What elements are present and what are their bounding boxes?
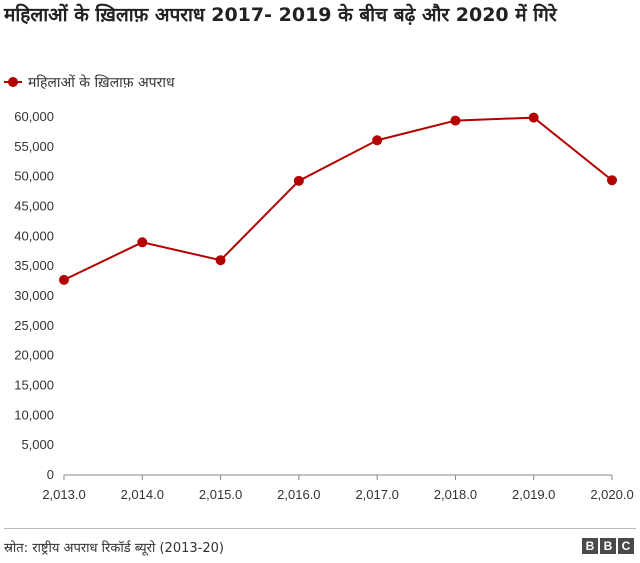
y-tick-label: 50,000: [14, 169, 54, 184]
data-point: [137, 237, 148, 248]
x-tick-label: 2,019.0: [512, 487, 555, 502]
x-tick-label: 2,015.0: [199, 487, 242, 502]
y-tick-label: 30,000: [14, 288, 54, 303]
data-points: [59, 112, 617, 285]
y-tick-label: 35,000: [14, 258, 54, 273]
y-tick-label: 0: [47, 467, 54, 482]
data-point: [528, 112, 539, 123]
y-tick-label: 45,000: [14, 199, 54, 214]
data-point: [372, 135, 383, 146]
y-tick-label: 20,000: [14, 348, 54, 363]
legend-line-marker: [4, 77, 22, 87]
x-tick-label: 2,020.0: [590, 487, 633, 502]
y-tick-label: 15,000: [14, 378, 54, 393]
data-point: [607, 175, 617, 186]
data-point: [59, 274, 69, 285]
y-tick-label: 5,000: [21, 437, 54, 452]
x-tick-label: 2,018.0: [434, 487, 477, 502]
chart-title: महिलाओं के ख़िलाफ़ अपराध 2017- 2019 के ब…: [4, 4, 557, 26]
x-tick-label: 2,013.0: [42, 487, 85, 502]
logo-letter: C: [618, 538, 634, 554]
bbc-logo: B B C: [582, 538, 634, 554]
legend-dot-icon: [8, 77, 18, 87]
y-tick-label: 25,000: [14, 318, 54, 333]
x-tick-label: 2,016.0: [277, 487, 320, 502]
legend: महिलाओं के ख़िलाफ़ अपराध: [4, 72, 175, 92]
data-point: [450, 115, 461, 126]
series-line: [63, 116, 613, 281]
y-tick-label: 10,000: [14, 407, 54, 422]
y-tick-label: 55,000: [14, 139, 54, 154]
footer-divider: [4, 528, 636, 529]
y-tick-label: 60,000: [14, 109, 54, 124]
logo-letter: B: [582, 538, 598, 554]
x-axis-ticks: 2,013.0 2,014.0 2,015.0 2,016.0 2,017.0 2,018…: [42, 475, 634, 502]
legend-label: महिलाओं के ख़िलाफ़ अपराध: [28, 74, 175, 91]
x-tick-label: 2,017.0: [355, 487, 398, 502]
source-note: स्रोत: राष्ट्रीय अपराध रिकॉर्ड ब्यूरो (2…: [4, 541, 224, 556]
y-axis-ticks: 0 5,000 10,000 15,000 20,000 25,000 30,000 35,0…: [14, 109, 54, 482]
data-point: [215, 255, 226, 266]
logo-letter: B: [600, 538, 616, 554]
y-tick-label: 40,000: [14, 228, 54, 243]
x-tick-label: 2,014.0: [121, 487, 164, 502]
data-point: [293, 175, 304, 186]
